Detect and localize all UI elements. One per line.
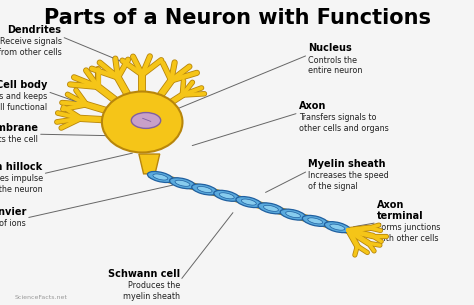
- Text: Receive signals
from other cells: Receive signals from other cells: [0, 37, 62, 57]
- Ellipse shape: [170, 178, 195, 189]
- Ellipse shape: [197, 186, 212, 192]
- Polygon shape: [139, 154, 160, 174]
- Text: ScienceFacts.net: ScienceFacts.net: [14, 296, 67, 300]
- Text: Cell membrane: Cell membrane: [0, 123, 38, 133]
- Ellipse shape: [280, 209, 306, 220]
- Ellipse shape: [264, 205, 278, 211]
- Ellipse shape: [102, 92, 182, 152]
- Text: Allow diffusion of ions: Allow diffusion of ions: [0, 219, 26, 228]
- Text: Transfers signals to
other cells and organs: Transfers signals to other cells and org…: [299, 113, 388, 133]
- Text: Generates impulse
in the neuron: Generates impulse in the neuron: [0, 174, 43, 194]
- Text: Produces the
myelin sheath: Produces the myelin sheath: [123, 281, 180, 301]
- Text: Axon hillock: Axon hillock: [0, 162, 43, 172]
- Ellipse shape: [324, 222, 350, 233]
- Ellipse shape: [330, 224, 345, 230]
- Ellipse shape: [308, 218, 323, 224]
- Ellipse shape: [241, 199, 256, 205]
- Text: Increases the speed
of the signal: Increases the speed of the signal: [308, 171, 389, 191]
- Ellipse shape: [153, 174, 168, 180]
- Ellipse shape: [258, 203, 284, 214]
- Ellipse shape: [302, 215, 328, 226]
- Text: Axon: Axon: [299, 101, 326, 111]
- Text: Forms junctions
with other cells: Forms junctions with other cells: [377, 223, 440, 243]
- Text: Dendrites: Dendrites: [8, 25, 62, 35]
- Text: Node of Ranvier: Node of Ranvier: [0, 206, 26, 217]
- Ellipse shape: [219, 193, 234, 199]
- Ellipse shape: [147, 171, 173, 182]
- Text: Protects the cell: Protects the cell: [0, 135, 38, 144]
- Text: Controls the
entire neuron: Controls the entire neuron: [308, 56, 363, 75]
- Text: Organizes and keeps
the cell functional: Organizes and keeps the cell functional: [0, 92, 47, 112]
- Text: Myelin sheath: Myelin sheath: [308, 159, 386, 169]
- Ellipse shape: [286, 212, 301, 218]
- Text: Cell body: Cell body: [0, 80, 47, 90]
- Ellipse shape: [191, 184, 218, 195]
- Text: Nucleus: Nucleus: [308, 43, 352, 53]
- Ellipse shape: [236, 196, 262, 208]
- Ellipse shape: [175, 180, 190, 186]
- Text: Parts of a Neuron with Functions: Parts of a Neuron with Functions: [44, 8, 430, 28]
- Text: Axon
terminal: Axon terminal: [377, 199, 423, 221]
- Text: Schwann cell: Schwann cell: [108, 269, 180, 279]
- Ellipse shape: [214, 190, 240, 201]
- Ellipse shape: [131, 113, 161, 128]
